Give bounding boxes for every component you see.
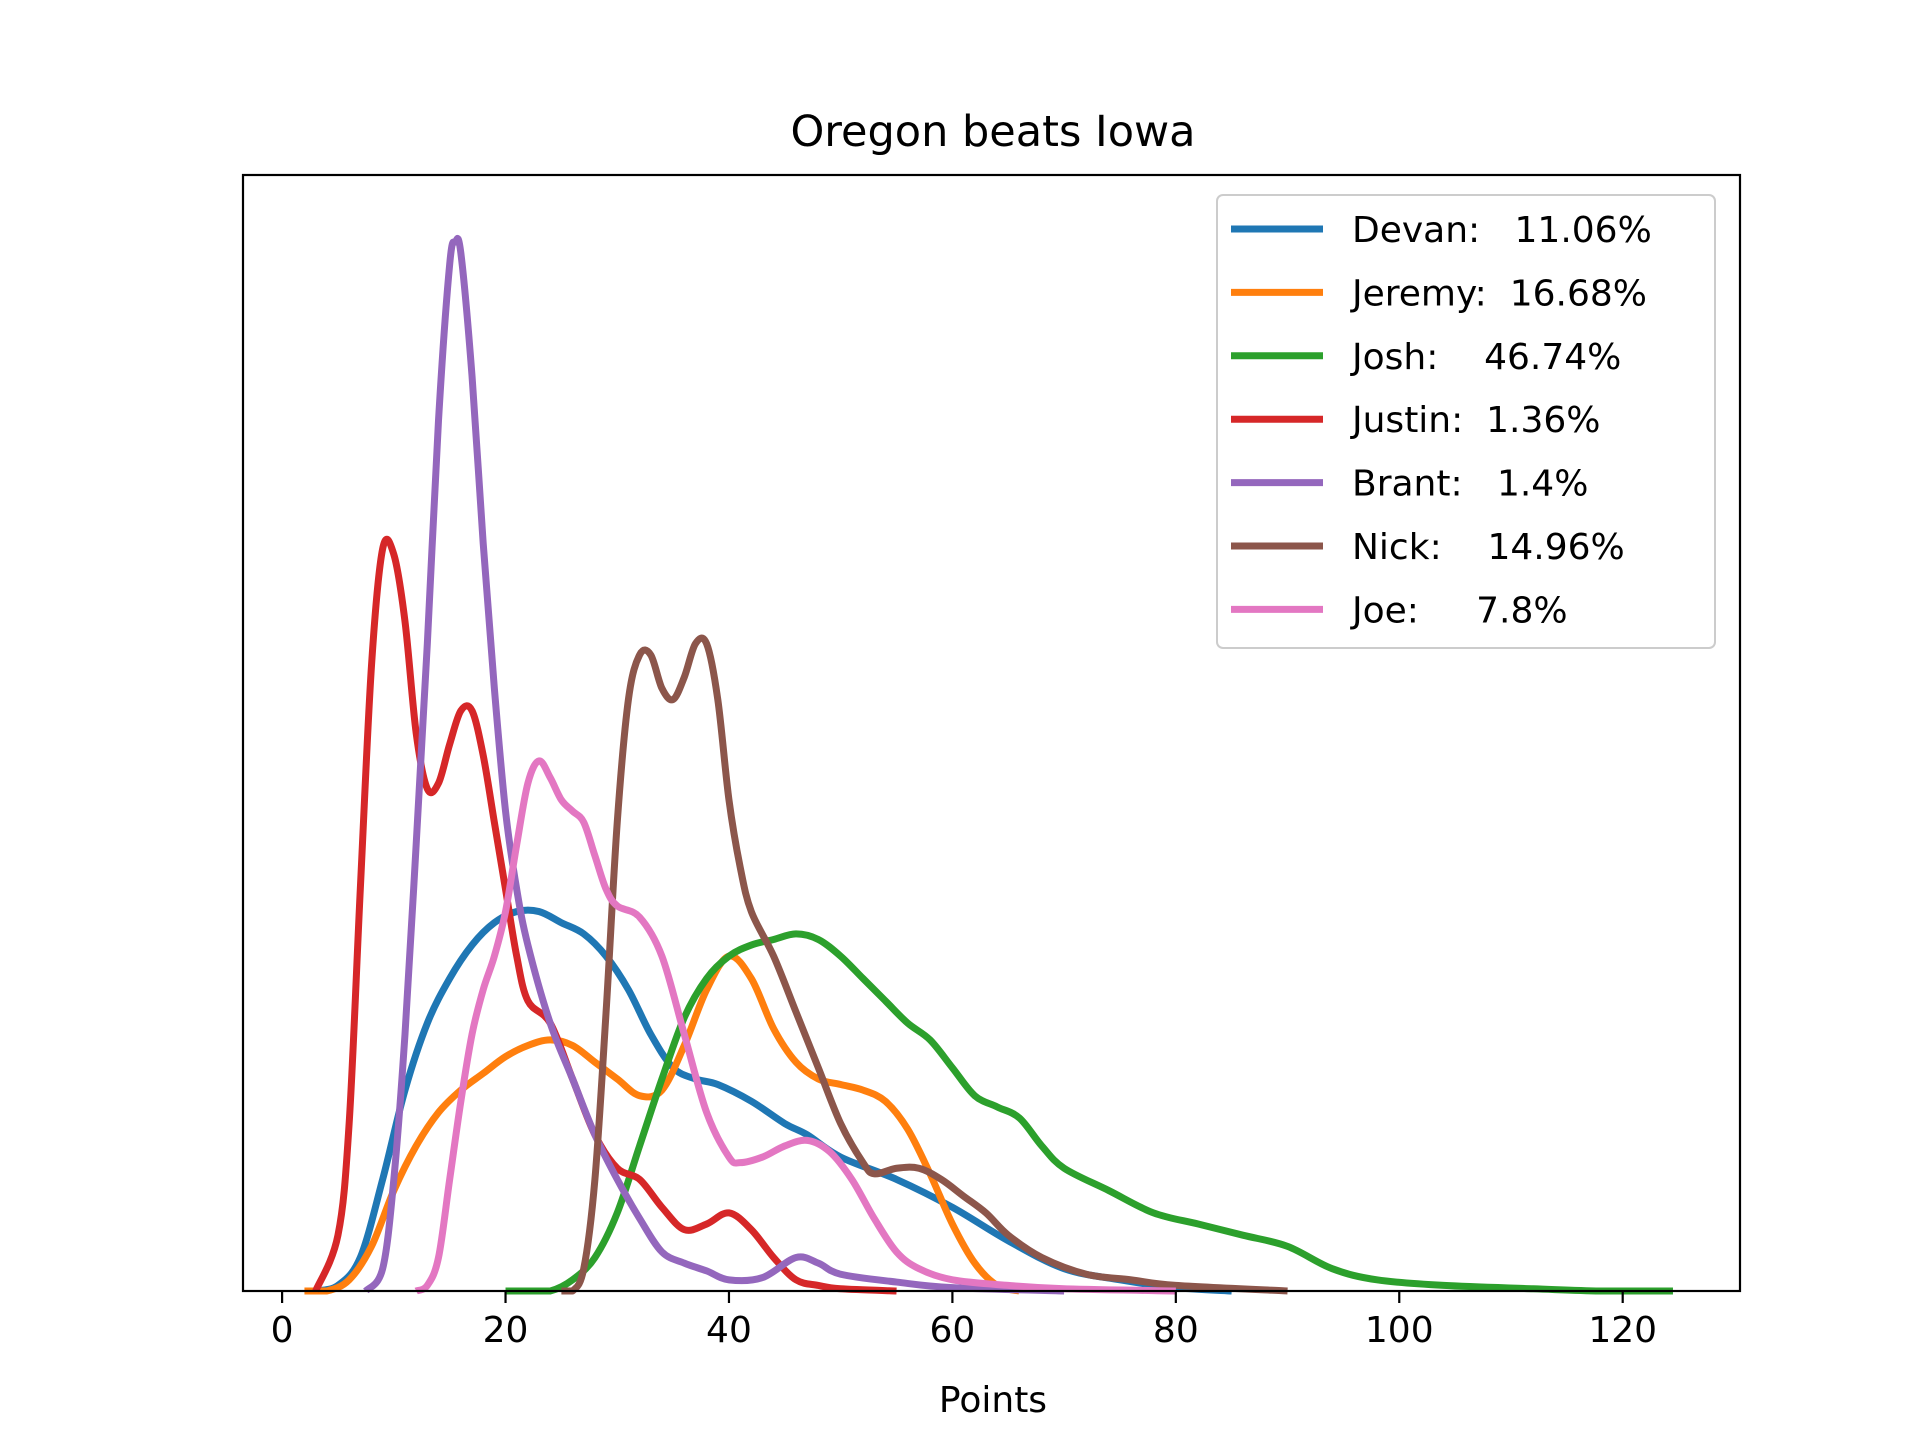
chart-title: Oregon beats Iowa	[790, 107, 1195, 157]
series-line-justin	[312, 535, 897, 1295]
legend-label-brant: Brant: 1.4%	[1352, 464, 1588, 505]
x-tick-label: 100	[1365, 1310, 1434, 1351]
legend-label-josh: Josh: 46.74%	[1350, 337, 1621, 378]
legend-label-joe: Joe: 7.8%	[1350, 590, 1568, 631]
x-tick-label: 60	[929, 1310, 975, 1351]
series-line-jeremy	[304, 952, 1021, 1295]
legend-label-jeremy: Jeremy: 16.68%	[1350, 273, 1647, 314]
legend-label-justin: Justin: 1.36%	[1350, 400, 1601, 441]
plot-frame	[241, 173, 1742, 1293]
legend-label-nick: Nick: 14.96%	[1352, 527, 1625, 568]
x-tick-label: 80	[1153, 1310, 1199, 1351]
legend-label-devan: Devan: 11.06%	[1352, 210, 1652, 251]
x-tick-label: 40	[706, 1310, 752, 1351]
x-tick-label: 20	[483, 1310, 529, 1351]
x-axis-label: Points	[939, 1380, 1047, 1421]
legend: Devan: 11.06% Jeremy: 16.68% Josh: 46.74% J…	[1216, 194, 1716, 649]
x-tick-label: 0	[271, 1310, 294, 1351]
x-tick-label: 120	[1588, 1310, 1657, 1351]
series-line-joe	[414, 757, 1176, 1295]
series-line-brant	[363, 234, 1065, 1295]
series-layer	[304, 234, 1673, 1295]
x-axis-ticks: 0 20 40 60 80 100 120	[271, 1291, 1657, 1351]
series-line-devan	[314, 906, 1232, 1295]
series-line-josh	[505, 930, 1673, 1295]
legend-box	[1216, 194, 1716, 649]
series-line-nick	[561, 634, 1288, 1295]
